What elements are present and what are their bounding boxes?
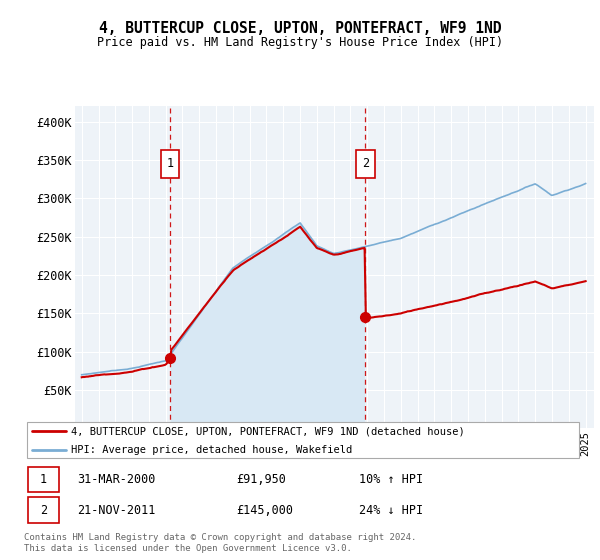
FancyBboxPatch shape (27, 422, 579, 458)
FancyBboxPatch shape (28, 467, 59, 492)
Text: £145,000: £145,000 (236, 503, 293, 516)
Text: Price paid vs. HM Land Registry's House Price Index (HPI): Price paid vs. HM Land Registry's House … (97, 36, 503, 49)
Text: 31-MAR-2000: 31-MAR-2000 (77, 473, 155, 486)
Text: £91,950: £91,950 (236, 473, 286, 486)
Text: 4, BUTTERCUP CLOSE, UPTON, PONTEFRACT, WF9 1ND (detached house): 4, BUTTERCUP CLOSE, UPTON, PONTEFRACT, W… (71, 426, 465, 436)
Text: 10% ↑ HPI: 10% ↑ HPI (359, 473, 423, 486)
FancyBboxPatch shape (161, 150, 179, 178)
Text: HPI: Average price, detached house, Wakefield: HPI: Average price, detached house, Wake… (71, 445, 353, 455)
Text: 4, BUTTERCUP CLOSE, UPTON, PONTEFRACT, WF9 1ND: 4, BUTTERCUP CLOSE, UPTON, PONTEFRACT, W… (99, 21, 501, 36)
Text: 1: 1 (40, 473, 47, 486)
Text: 2: 2 (362, 157, 369, 170)
Text: Contains HM Land Registry data © Crown copyright and database right 2024.
This d: Contains HM Land Registry data © Crown c… (24, 533, 416, 553)
Text: 1: 1 (166, 157, 173, 170)
Text: 2: 2 (40, 503, 47, 516)
FancyBboxPatch shape (356, 150, 374, 178)
Text: 21-NOV-2011: 21-NOV-2011 (77, 503, 155, 516)
FancyBboxPatch shape (28, 497, 59, 522)
Text: 24% ↓ HPI: 24% ↓ HPI (359, 503, 423, 516)
